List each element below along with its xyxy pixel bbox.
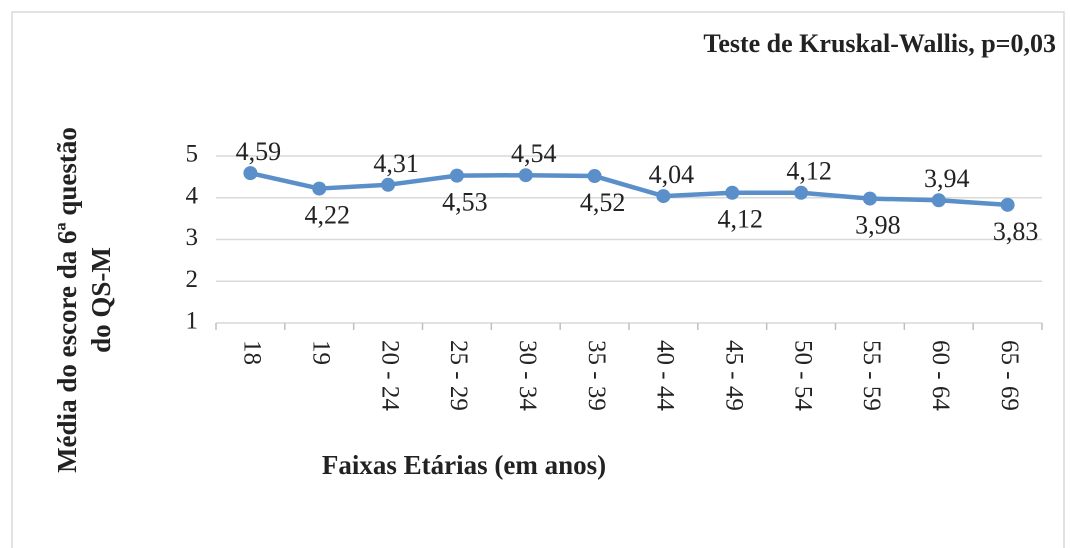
x-tick-label: 20 - 24 — [376, 340, 403, 411]
x-tick-label: 60 - 64 — [927, 340, 954, 411]
x-tick-label: 65 - 69 — [996, 340, 1023, 411]
data-label: 3,94 — [924, 164, 970, 193]
x-tick-label: 25 - 29 — [445, 340, 472, 411]
data-label: 4,04 — [649, 160, 695, 189]
data-label: 4,31 — [373, 149, 419, 178]
data-point — [656, 189, 671, 204]
x-axis-label: Faixas Etárias (em anos) — [322, 450, 606, 480]
x-tick-label: 50 - 54 — [789, 340, 816, 411]
data-point — [931, 193, 946, 208]
data-point — [243, 166, 258, 181]
data-label: 4,54 — [511, 139, 557, 168]
annotation: Teste de Kruskal-Wallis, p=0,03 — [703, 29, 1056, 58]
x-tick-label: 35 - 39 — [583, 340, 610, 411]
data-label: 4,52 — [580, 188, 626, 217]
data-point — [794, 185, 809, 200]
x-tick-label: 18 — [239, 340, 266, 365]
y-tick-label: 4 — [186, 182, 199, 209]
data-point — [1000, 197, 1015, 212]
y-tick-label: 1 — [186, 308, 199, 335]
data-point — [725, 185, 740, 200]
data-label: 3,83 — [993, 217, 1039, 246]
x-tick-label: 55 - 59 — [858, 340, 885, 411]
x-tick-label: 40 - 44 — [652, 340, 679, 411]
data-point — [381, 177, 396, 192]
y-axis-label-line: Média do escore da 6ª questão — [52, 127, 82, 473]
x-tick-label: 30 - 34 — [514, 340, 541, 411]
chart-frame — [11, 11, 1065, 548]
data-point — [587, 169, 602, 184]
data-point — [862, 191, 877, 206]
y-tick-label: 2 — [186, 266, 199, 293]
data-label: 4,53 — [442, 188, 488, 217]
data-label: 4,59 — [236, 137, 282, 166]
data-label: 4,12 — [718, 205, 764, 234]
y-axis-label: Média do escore da 6ª questão do QS-M — [52, 127, 116, 473]
series-line — [249, 170, 1008, 208]
y-tick-label: 5 — [186, 141, 199, 168]
x-tick-label: 45 - 49 — [721, 340, 748, 411]
data-point — [518, 168, 533, 183]
data-point — [449, 168, 464, 183]
data-point — [312, 181, 327, 196]
y-axis-label-line: do QS-M — [86, 247, 116, 353]
x-tick-label: 19 — [308, 340, 335, 365]
data-label: 4,22 — [305, 201, 351, 230]
y-tick-label: 3 — [186, 224, 199, 251]
data-label: 3,98 — [855, 211, 901, 240]
data-label: 4,12 — [786, 157, 832, 186]
